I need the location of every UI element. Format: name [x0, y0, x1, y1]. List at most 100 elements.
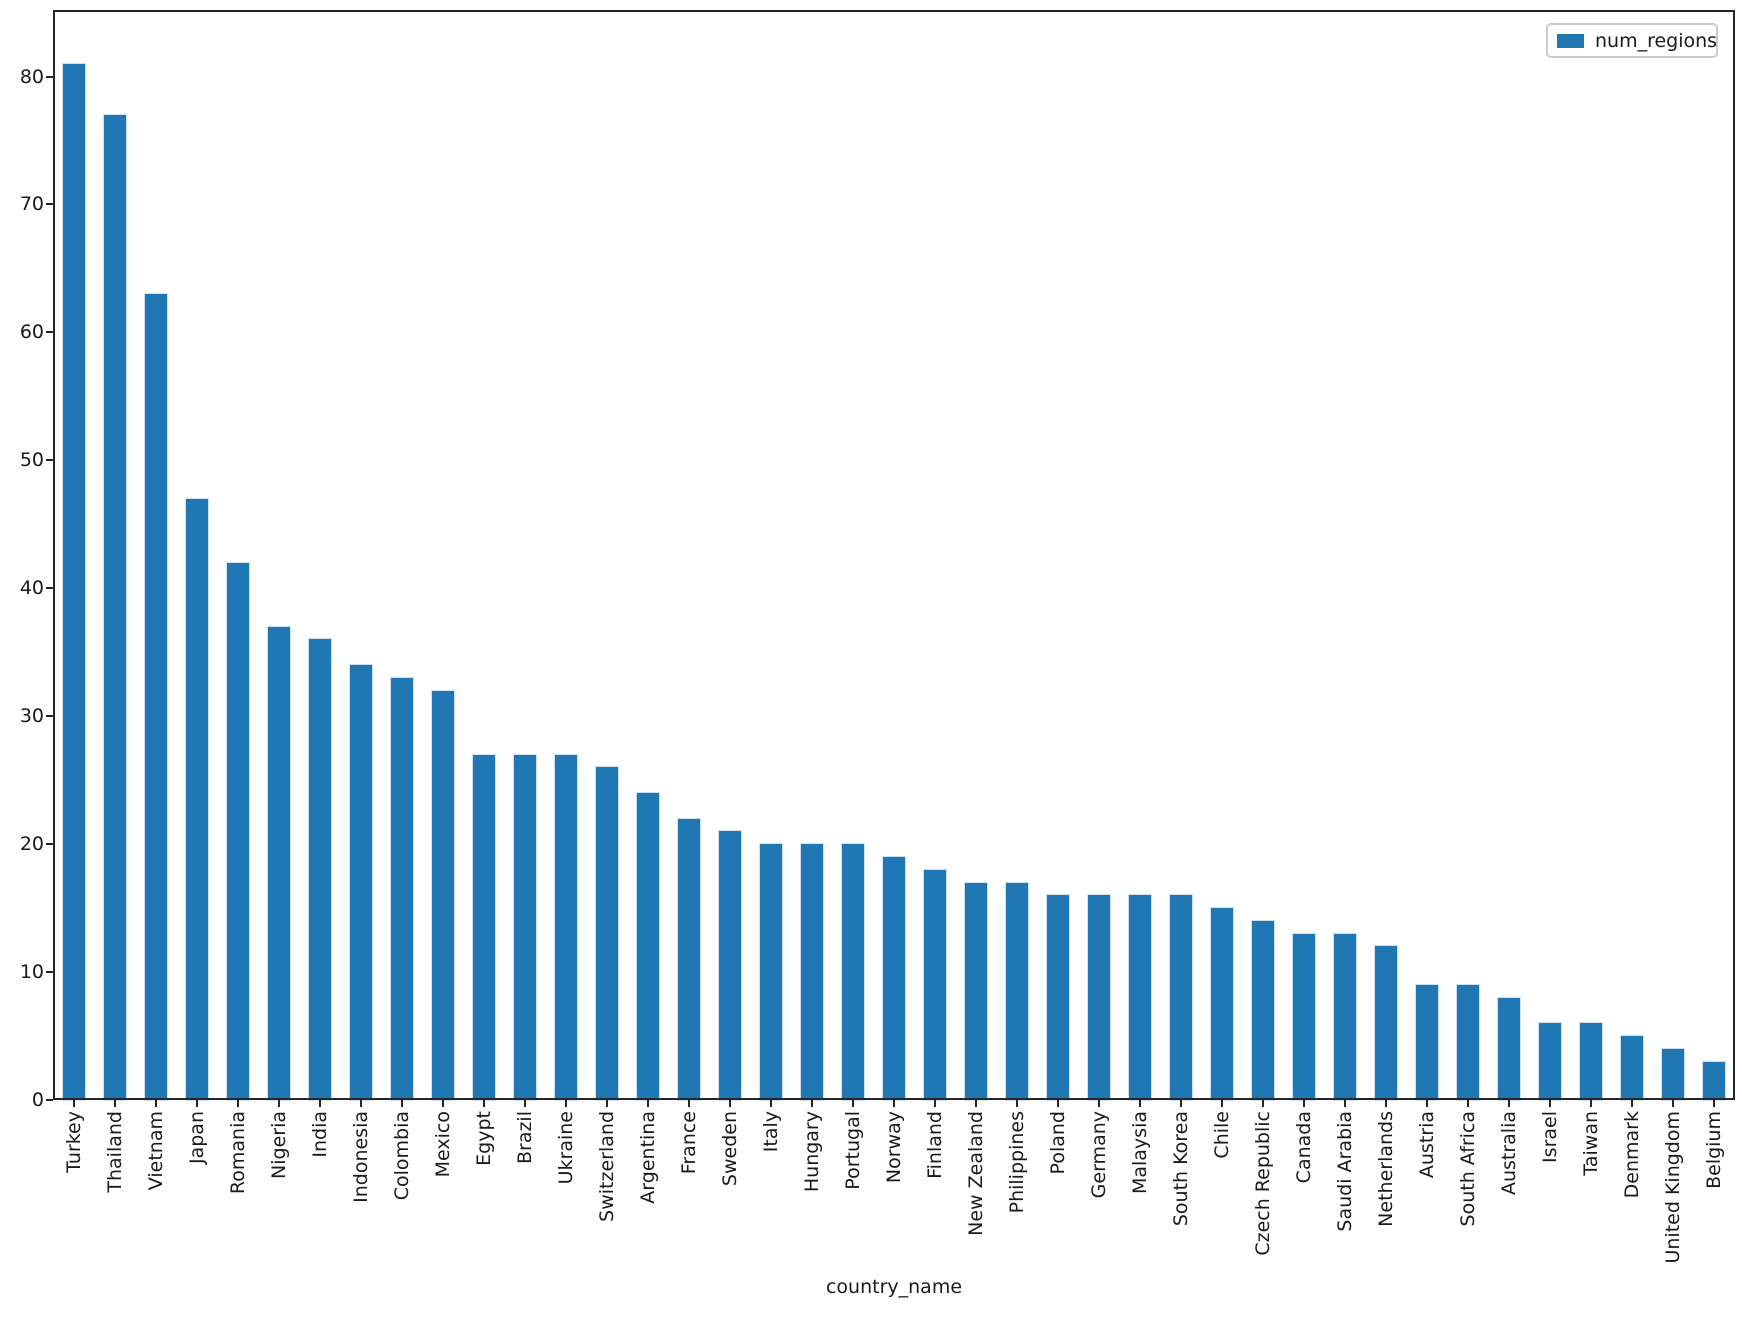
x-tick: [1221, 1100, 1223, 1107]
x-tick: [1098, 1100, 1100, 1107]
x-tick: [606, 1100, 608, 1107]
bar: [1170, 895, 1192, 1100]
x-tick: [852, 1100, 854, 1107]
x-tick: [729, 1100, 731, 1107]
x-axis-label: country_name: [825, 1276, 963, 1298]
x-tick-label: Philippines: [1006, 1111, 1028, 1214]
bar: [1621, 1036, 1643, 1100]
x-tick: [196, 1100, 198, 1107]
x-tick-label: Hungary: [801, 1111, 823, 1193]
bar: [473, 755, 495, 1100]
x-tick-label: France: [678, 1111, 700, 1175]
y-tick: [46, 1099, 53, 1101]
legend-swatch: [1557, 33, 1584, 48]
bar: [1662, 1049, 1684, 1100]
x-tick-label: Chile: [1211, 1111, 1233, 1159]
bar: [104, 115, 126, 1100]
y-tick: [46, 76, 53, 78]
bar: [63, 64, 85, 1100]
bar: [1047, 895, 1069, 1100]
bar: [596, 767, 618, 1100]
bar: [965, 883, 987, 1100]
bar: [145, 294, 167, 1100]
y-tick-label: 40: [19, 577, 44, 599]
y-tick-label: 10: [19, 961, 44, 983]
x-tick: [237, 1100, 239, 1107]
bar: [350, 665, 372, 1100]
y-tick-label: 20: [19, 833, 44, 855]
x-tick-label: Japan: [186, 1111, 208, 1164]
x-tick-label: Mexico: [432, 1111, 454, 1178]
bar: [1457, 985, 1479, 1100]
x-tick-label: Czech Republic: [1252, 1111, 1274, 1256]
x-tick: [1672, 1100, 1674, 1107]
x-tick-label: Switzerland: [596, 1111, 618, 1222]
x-tick-label: Belgium: [1703, 1111, 1725, 1189]
bar: [1006, 883, 1028, 1100]
x-tick: [319, 1100, 321, 1107]
x-tick: [401, 1100, 403, 1107]
bar: [514, 755, 536, 1100]
bar: [1129, 895, 1151, 1100]
bar: [1088, 895, 1110, 1100]
x-tick-label: Thailand: [104, 1111, 126, 1193]
x-tick-label: Brazil: [514, 1111, 536, 1165]
x-tick: [1549, 1100, 1551, 1107]
x-tick-label: Denmark: [1621, 1111, 1643, 1199]
x-tick: [1508, 1100, 1510, 1107]
bar: [186, 499, 208, 1100]
x-tick-label: Italy: [760, 1111, 782, 1153]
bar: [719, 831, 741, 1100]
x-tick-label: Finland: [924, 1111, 946, 1179]
x-tick: [1344, 1100, 1346, 1107]
x-tick: [565, 1100, 567, 1107]
y-tick: [46, 843, 53, 845]
x-tick-label: Argentina: [637, 1111, 659, 1204]
bar: [924, 870, 946, 1100]
x-tick: [114, 1100, 116, 1107]
bar: [637, 793, 659, 1100]
x-tick-label: Romania: [227, 1111, 249, 1195]
x-tick-label: United Kingdom: [1662, 1111, 1684, 1264]
x-tick: [73, 1100, 75, 1107]
x-tick: [893, 1100, 895, 1107]
y-tick-label: 60: [19, 321, 44, 343]
x-tick-label: Norway: [883, 1111, 905, 1184]
x-tick: [647, 1100, 649, 1107]
x-tick-label: Canada: [1293, 1111, 1315, 1184]
bar: [1580, 1023, 1602, 1100]
bar: [391, 678, 413, 1100]
x-tick-label: Turkey: [63, 1111, 85, 1173]
x-tick: [483, 1100, 485, 1107]
bar: [268, 627, 290, 1100]
x-tick: [1262, 1100, 1264, 1107]
x-tick: [1631, 1100, 1633, 1107]
x-tick: [1385, 1100, 1387, 1107]
x-tick-label: South Korea: [1170, 1111, 1192, 1227]
x-tick: [1467, 1100, 1469, 1107]
bar: [678, 819, 700, 1100]
legend: num_regions: [1546, 23, 1718, 58]
y-tick: [46, 331, 53, 333]
x-tick-label: Poland: [1047, 1111, 1069, 1175]
legend-label: num_regions: [1595, 29, 1718, 52]
x-tick: [934, 1100, 936, 1107]
y-tick-label: 70: [19, 193, 44, 215]
y-tick-label: 80: [19, 66, 44, 88]
y-tick: [46, 459, 53, 461]
x-tick-label: India: [309, 1111, 331, 1158]
x-tick: [442, 1100, 444, 1107]
x-tick-label: Netherlands: [1375, 1111, 1397, 1227]
bar: [1416, 985, 1438, 1100]
bar: [801, 844, 823, 1100]
bar: [1211, 908, 1233, 1100]
bar: [1375, 946, 1397, 1100]
bar: [432, 691, 454, 1100]
x-tick-label: Sweden: [719, 1111, 741, 1187]
x-tick-label: Germany: [1088, 1111, 1110, 1199]
x-tick: [1016, 1100, 1018, 1107]
x-tick-label: Indonesia: [350, 1111, 372, 1203]
bar: [309, 639, 331, 1100]
x-tick-label: Taiwan: [1580, 1111, 1602, 1176]
bar: [555, 755, 577, 1100]
